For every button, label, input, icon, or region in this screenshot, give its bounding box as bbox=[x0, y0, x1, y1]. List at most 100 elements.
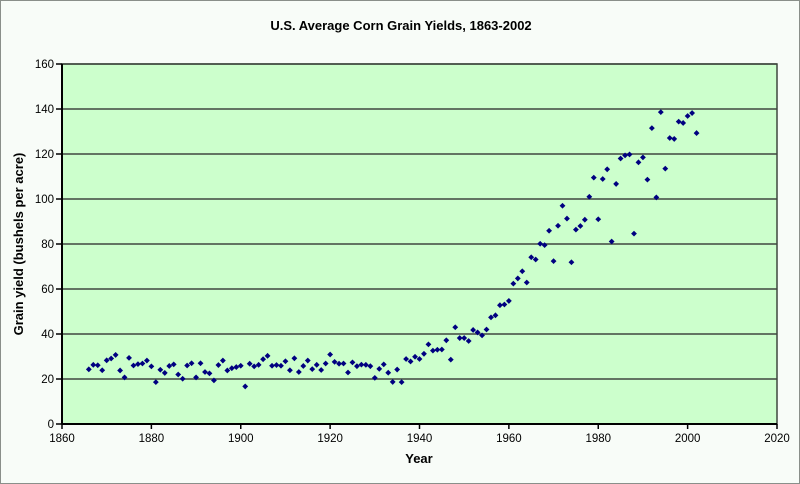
data-point bbox=[304, 357, 311, 364]
data-point bbox=[604, 166, 611, 173]
data-point bbox=[577, 223, 584, 229]
data-point bbox=[380, 361, 387, 368]
data-point bbox=[568, 259, 575, 266]
data-point bbox=[505, 298, 512, 304]
data-point bbox=[300, 363, 307, 369]
data-point bbox=[532, 256, 539, 263]
data-point bbox=[175, 371, 182, 378]
data-point bbox=[108, 355, 115, 362]
data-point bbox=[622, 152, 628, 159]
data-point bbox=[590, 174, 597, 181]
data-point bbox=[412, 353, 418, 360]
data-point bbox=[559, 202, 566, 209]
data-point bbox=[103, 357, 110, 364]
data-point bbox=[322, 360, 329, 367]
data-point bbox=[362, 361, 369, 368]
data-point bbox=[170, 361, 177, 368]
data-point bbox=[403, 356, 409, 362]
data-point bbox=[608, 238, 615, 245]
data-point bbox=[179, 375, 186, 382]
data-point bbox=[648, 125, 655, 132]
data-point bbox=[354, 363, 360, 370]
data-point bbox=[371, 374, 378, 381]
data-point bbox=[465, 338, 472, 344]
data-point bbox=[385, 369, 392, 376]
data-point bbox=[470, 327, 477, 333]
x-tick-label: 1920 bbox=[317, 433, 343, 445]
data-point bbox=[675, 118, 682, 125]
data-point bbox=[157, 366, 164, 373]
data-point bbox=[246, 360, 253, 367]
data-point bbox=[501, 301, 508, 308]
data-point bbox=[193, 374, 199, 381]
data-point bbox=[680, 120, 687, 126]
y-tick-label: 0 bbox=[48, 419, 54, 431]
data-point bbox=[631, 230, 637, 237]
data-point bbox=[425, 341, 432, 348]
data-point bbox=[599, 176, 606, 182]
data-point bbox=[626, 151, 633, 158]
data-point bbox=[613, 181, 620, 187]
data-point bbox=[282, 358, 289, 365]
data-point bbox=[152, 379, 159, 386]
data-point bbox=[398, 379, 405, 386]
data-point bbox=[510, 280, 517, 287]
data-point bbox=[90, 361, 97, 368]
data-point bbox=[242, 383, 249, 390]
data-point bbox=[255, 361, 262, 368]
data-point bbox=[546, 227, 552, 234]
data-point bbox=[130, 362, 137, 369]
data-point bbox=[443, 337, 450, 344]
data-point bbox=[367, 363, 374, 370]
x-tick-label: 1860 bbox=[49, 433, 75, 445]
data-point bbox=[99, 367, 106, 374]
x-tick-label: 1880 bbox=[139, 433, 165, 445]
x-tick-label: 1940 bbox=[407, 433, 433, 445]
data-point bbox=[264, 352, 271, 359]
data-point bbox=[318, 367, 325, 373]
data-point bbox=[407, 358, 414, 365]
data-point bbox=[497, 302, 503, 309]
data-point bbox=[349, 359, 356, 366]
data-point bbox=[144, 357, 150, 364]
data-point bbox=[278, 362, 284, 369]
data-point bbox=[635, 159, 642, 166]
y-tick-label: 20 bbox=[41, 374, 54, 386]
y-tick-label: 140 bbox=[35, 104, 54, 116]
data-point bbox=[269, 362, 275, 369]
data-point bbox=[327, 351, 334, 358]
y-tick-label: 80 bbox=[41, 239, 54, 251]
data-point bbox=[555, 222, 561, 229]
data-point bbox=[135, 361, 141, 368]
data-point bbox=[166, 363, 173, 369]
data-point bbox=[376, 365, 383, 372]
y-tick-label: 120 bbox=[35, 149, 54, 161]
data-point bbox=[573, 226, 579, 233]
data-point bbox=[206, 370, 213, 377]
data-point bbox=[273, 362, 280, 368]
data-point bbox=[523, 279, 530, 286]
chart-title: U.S. Average Corn Grain Yields, 1863-200… bbox=[270, 18, 532, 33]
data-point bbox=[492, 312, 499, 319]
data-point bbox=[336, 360, 342, 367]
data-point bbox=[657, 109, 664, 116]
data-point bbox=[233, 364, 240, 370]
data-point bbox=[224, 367, 231, 374]
data-point bbox=[237, 362, 244, 369]
data-point bbox=[662, 165, 669, 172]
data-point bbox=[653, 194, 660, 201]
data-point bbox=[514, 275, 521, 282]
data-point bbox=[483, 326, 490, 333]
x-tick-label: 2020 bbox=[764, 433, 790, 445]
data-point bbox=[581, 216, 588, 223]
data-point bbox=[528, 254, 535, 261]
data-point bbox=[313, 361, 320, 368]
data-point bbox=[117, 367, 123, 374]
data-point bbox=[479, 332, 485, 339]
data-point bbox=[228, 365, 235, 372]
x-tick-label: 1980 bbox=[585, 433, 611, 445]
data-point bbox=[461, 335, 468, 341]
data-point bbox=[121, 374, 128, 381]
data-point bbox=[112, 352, 119, 358]
